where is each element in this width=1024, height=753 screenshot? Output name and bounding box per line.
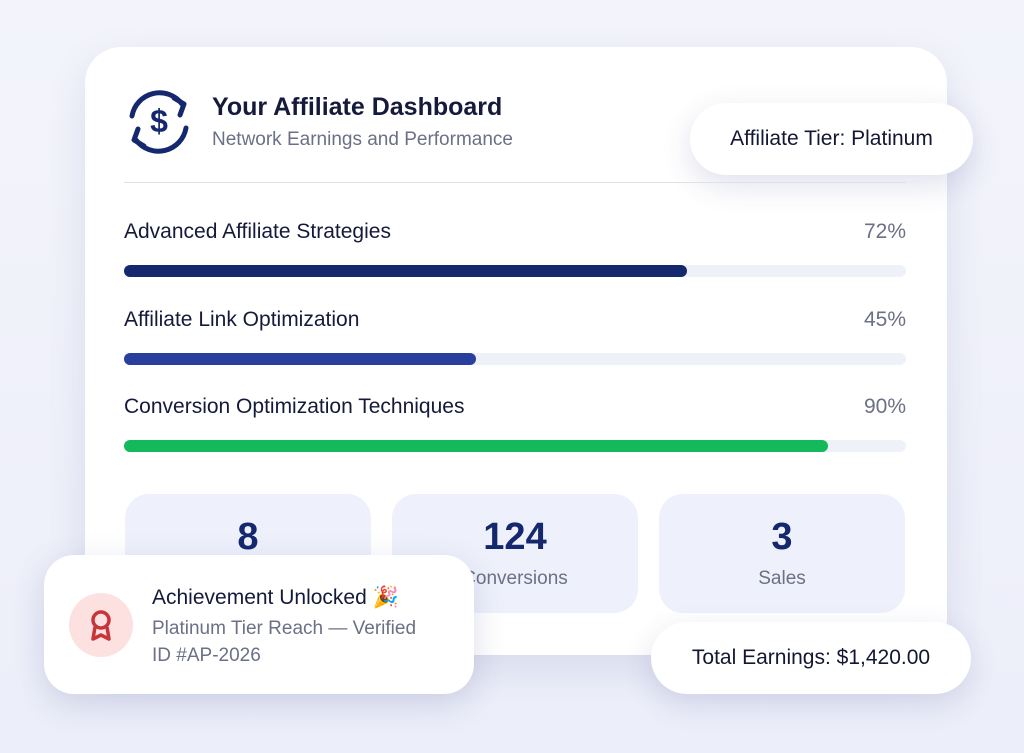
- progress-bar: [124, 440, 828, 452]
- achievement-title: Achievement Unlocked 🎉: [152, 586, 399, 609]
- tier-badge: Affiliate Tier: Platinum: [690, 103, 973, 175]
- progress-label: Conversion Optimization Techniques: [124, 395, 465, 418]
- stat-value: 124: [483, 516, 547, 558]
- achievement-icon: [69, 593, 133, 657]
- achievement-line: Platinum Tier Reach — Verified: [152, 618, 417, 639]
- progress-track: [124, 352, 906, 365]
- stat-label: Sales: [758, 568, 806, 589]
- stat-label: Conversions: [462, 568, 568, 589]
- achievement-card: Achievement Unlocked 🎉 Platinum Tier Rea…: [44, 555, 474, 694]
- svg-text:$: $: [150, 103, 168, 139]
- total-earnings: Total Earnings: $1,420.00: [651, 622, 971, 694]
- progress-value: 90%: [863, 395, 906, 418]
- progress-bar: [124, 352, 476, 365]
- stat-card: 3 Sales: [659, 494, 905, 613]
- stat-value: 3: [771, 516, 793, 558]
- subtitle: Network Earnings and Performance: [212, 129, 513, 150]
- progress-value: 72%: [863, 220, 906, 243]
- divider: [124, 182, 906, 183]
- dollar-icon: $: [129, 90, 189, 154]
- progress-track: [124, 440, 906, 452]
- title: Your Affiliate Dashboard: [212, 93, 503, 121]
- progress-label: Advanced Affiliate Strategies: [124, 220, 391, 243]
- stat-value: 8: [237, 516, 259, 558]
- progress-track: [124, 265, 906, 277]
- achievement-line: ID #AP-2026: [152, 645, 261, 666]
- progress-bar: [124, 265, 688, 277]
- progress-value: 45%: [863, 307, 906, 331]
- progress-label: Affiliate Link Optimization: [124, 307, 360, 331]
